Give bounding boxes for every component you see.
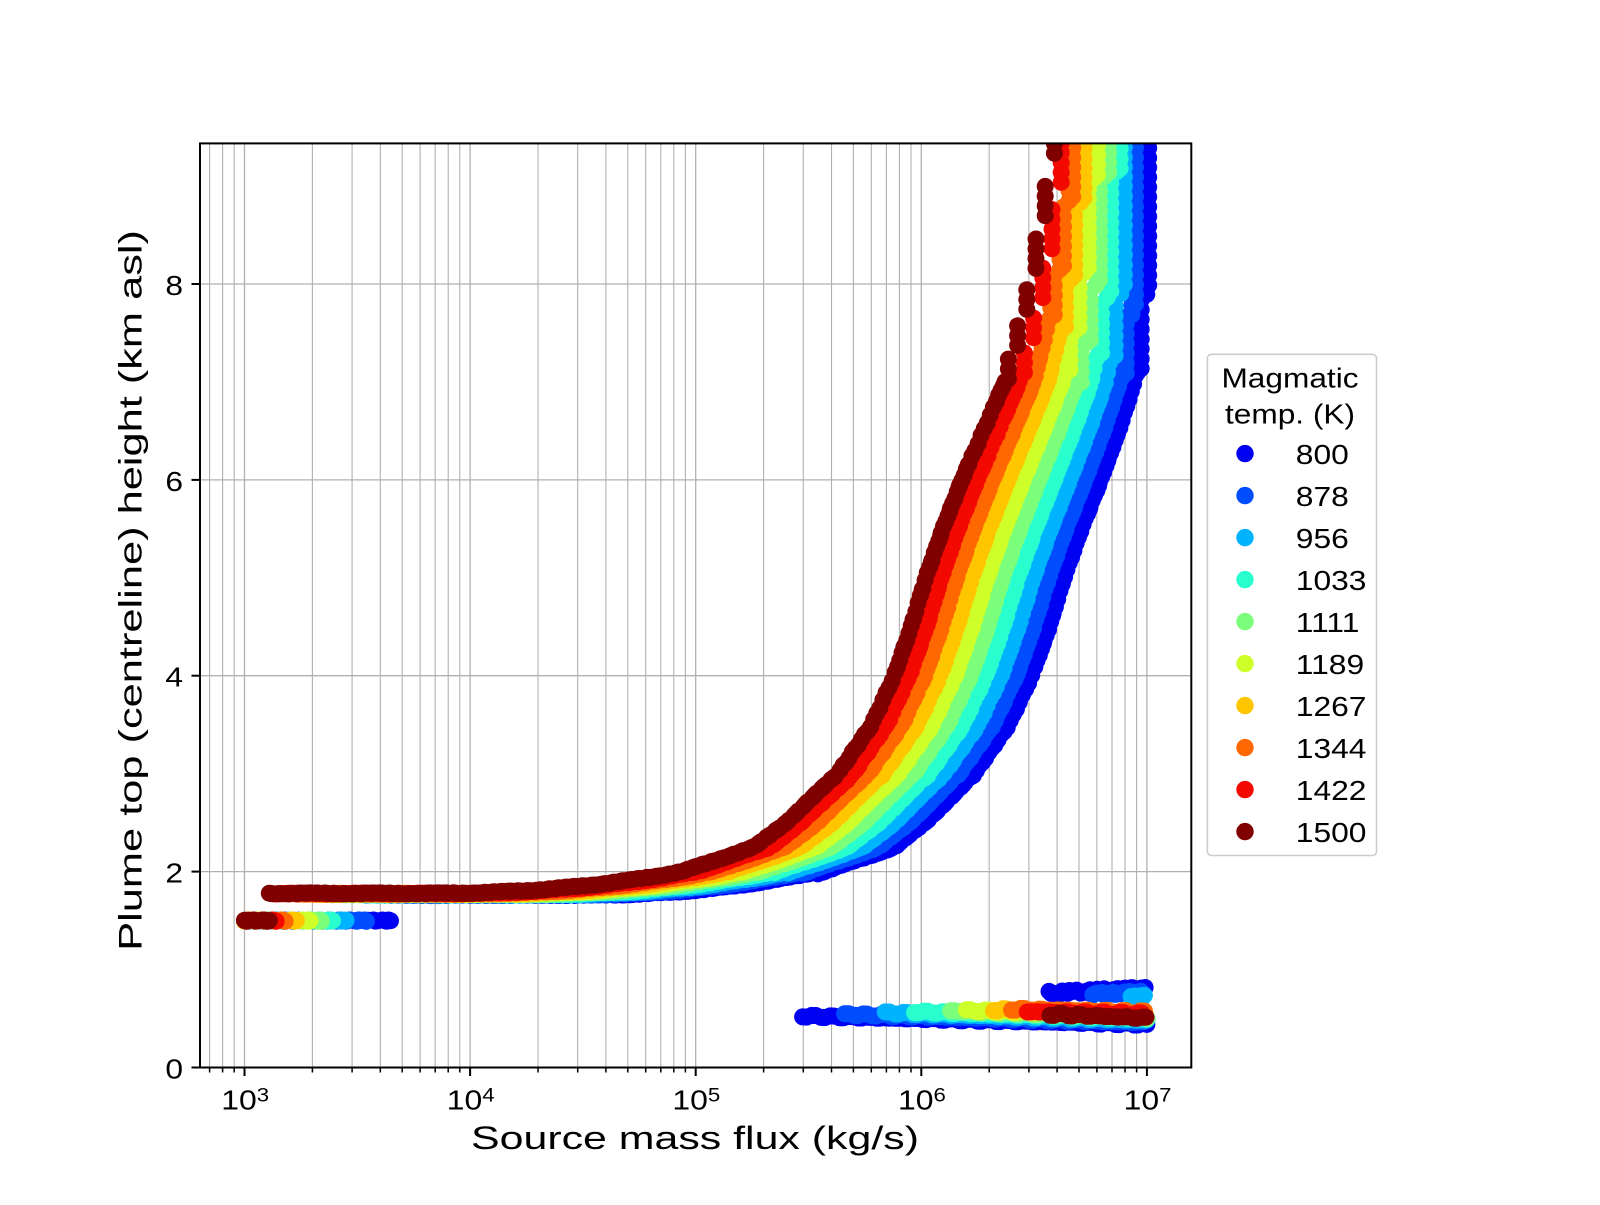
svg-text:10: 10: [221, 1085, 256, 1116]
svg-text:800: 800: [1296, 439, 1349, 470]
svg-text:10: 10: [672, 1085, 707, 1116]
svg-text:4: 4: [165, 662, 183, 693]
svg-text:878: 878: [1296, 481, 1349, 512]
svg-text:Source mass flux (kg/s): Source mass flux (kg/s): [471, 1121, 919, 1157]
svg-text:7: 7: [1159, 1085, 1171, 1106]
svg-text:1500: 1500: [1296, 817, 1367, 848]
svg-text:1189: 1189: [1296, 649, 1364, 680]
svg-text:10: 10: [1124, 1085, 1159, 1116]
svg-text:Magmatic: Magmatic: [1221, 363, 1358, 394]
svg-text:6: 6: [934, 1085, 946, 1106]
svg-text:10: 10: [898, 1085, 933, 1116]
svg-text:1422: 1422: [1296, 775, 1367, 806]
svg-text:8: 8: [165, 271, 183, 302]
svg-text:6: 6: [165, 467, 183, 498]
svg-text:1267: 1267: [1296, 691, 1367, 722]
svg-text:2: 2: [165, 858, 183, 889]
svg-text:3: 3: [257, 1085, 269, 1106]
svg-text:Plume top (centreline) height: Plume top (centreline) height (km asl): [113, 230, 149, 951]
svg-text:10: 10: [447, 1085, 482, 1116]
svg-text:5: 5: [708, 1085, 720, 1106]
svg-text:1344: 1344: [1296, 733, 1367, 764]
svg-text:1111: 1111: [1296, 607, 1360, 638]
svg-text:1033: 1033: [1296, 565, 1367, 596]
svg-text:4: 4: [482, 1085, 494, 1106]
svg-text:0: 0: [165, 1054, 183, 1085]
svg-text:temp. (K): temp. (K): [1225, 399, 1355, 430]
svg-text:956: 956: [1296, 523, 1349, 554]
